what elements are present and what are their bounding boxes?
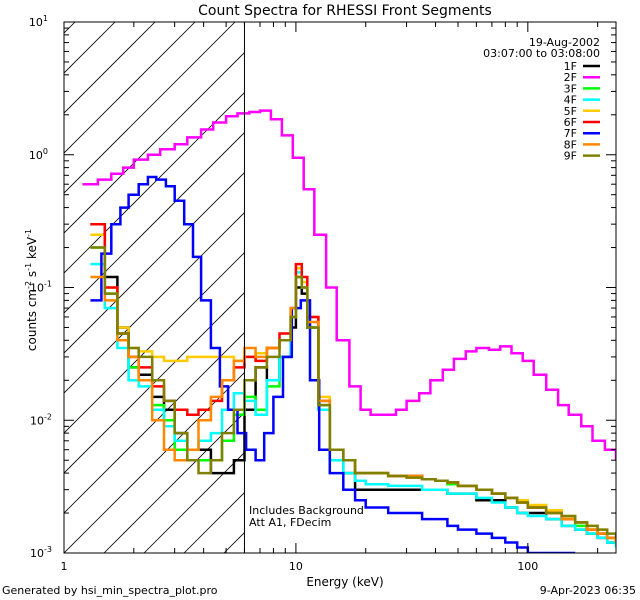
hatch-line bbox=[64, 211, 245, 394]
series-line-6F bbox=[90, 222, 616, 543]
y-tick-label: 100 bbox=[29, 147, 48, 162]
legend-label-4F: 4F bbox=[564, 94, 577, 107]
hatch-line bbox=[64, 22, 116, 74]
x-tick-label: 100 bbox=[517, 560, 538, 573]
x-tick-label: 1 bbox=[61, 560, 68, 573]
hatch-line bbox=[264, 0, 640, 553]
hatch-line bbox=[64, 51, 245, 234]
hatch-line bbox=[464, 0, 640, 553]
y-tick-label: 10-3 bbox=[30, 545, 52, 560]
legend-label-7F: 7F bbox=[564, 127, 577, 140]
legend-label-8F: 8F bbox=[564, 138, 577, 151]
hatch-line bbox=[384, 0, 640, 553]
hatch-line bbox=[64, 22, 76, 34]
hatch-line bbox=[223, 531, 245, 553]
hatch-line bbox=[64, 131, 245, 314]
legend-label-1F: 1F bbox=[564, 60, 577, 73]
time-range-label: 03:07:00 to 03:08:00 bbox=[483, 47, 600, 60]
x-axis-label: Energy (keV) bbox=[306, 575, 383, 589]
annotation-attenuator: Att A1, FDecim bbox=[249, 516, 331, 529]
footer-timestamp: 9-Apr-2023 06:35 bbox=[540, 584, 636, 597]
y-tick-label: 10-1 bbox=[30, 280, 52, 295]
legend-label-5F: 5F bbox=[564, 105, 577, 118]
hatch-line bbox=[64, 171, 245, 354]
hatch-line bbox=[64, 291, 245, 474]
legend-label-6F: 6F bbox=[564, 116, 577, 129]
legend-label-3F: 3F bbox=[564, 82, 577, 95]
hatch-line bbox=[544, 0, 640, 553]
footer-generated-by: Generated by hsi_min_spectra_plot.pro bbox=[2, 584, 218, 597]
hatch-line bbox=[64, 22, 156, 114]
chart-title: Count Spectra for RHESSI Front Segments bbox=[198, 3, 492, 19]
y-axis-label: counts cm-2 s-1 keV-1 bbox=[24, 229, 39, 351]
hatch-line bbox=[64, 251, 245, 434]
hatch-line bbox=[584, 0, 640, 553]
y-tick-label: 101 bbox=[29, 14, 48, 29]
series-line-1F bbox=[90, 222, 616, 544]
hatch-line bbox=[64, 91, 245, 274]
hatch-line bbox=[103, 411, 245, 553]
legend-label-9F: 9F bbox=[564, 150, 577, 163]
x-tick-label: 10 bbox=[289, 560, 303, 573]
date-label: 19-Aug-2002 bbox=[529, 36, 600, 49]
series-line-5F bbox=[90, 233, 616, 543]
hatch-line bbox=[344, 0, 640, 553]
hatch-line bbox=[624, 0, 640, 553]
series-line-9F bbox=[90, 246, 616, 538]
axis-ticks bbox=[63, 21, 616, 554]
y-tick-labels: 101 100 10-1 10-2 10-3 bbox=[29, 14, 52, 560]
hatch-line bbox=[64, 371, 245, 553]
series-layer bbox=[82, 109, 616, 553]
hatch-line bbox=[64, 22, 236, 194]
annotation-background: Includes Background bbox=[249, 504, 364, 517]
y-tick-label: 10-2 bbox=[30, 412, 52, 427]
hatch-line bbox=[64, 331, 245, 514]
hatch-line bbox=[64, 22, 196, 154]
series-line-2F bbox=[82, 109, 616, 461]
series-line-7F bbox=[90, 175, 576, 553]
hatch-line bbox=[424, 0, 640, 553]
legend-label-2F: 2F bbox=[564, 71, 577, 84]
x-tick-labels: 1 10 100 bbox=[61, 560, 539, 573]
hatch-line bbox=[0, 0, 104, 553]
series-line-3F bbox=[90, 246, 616, 543]
